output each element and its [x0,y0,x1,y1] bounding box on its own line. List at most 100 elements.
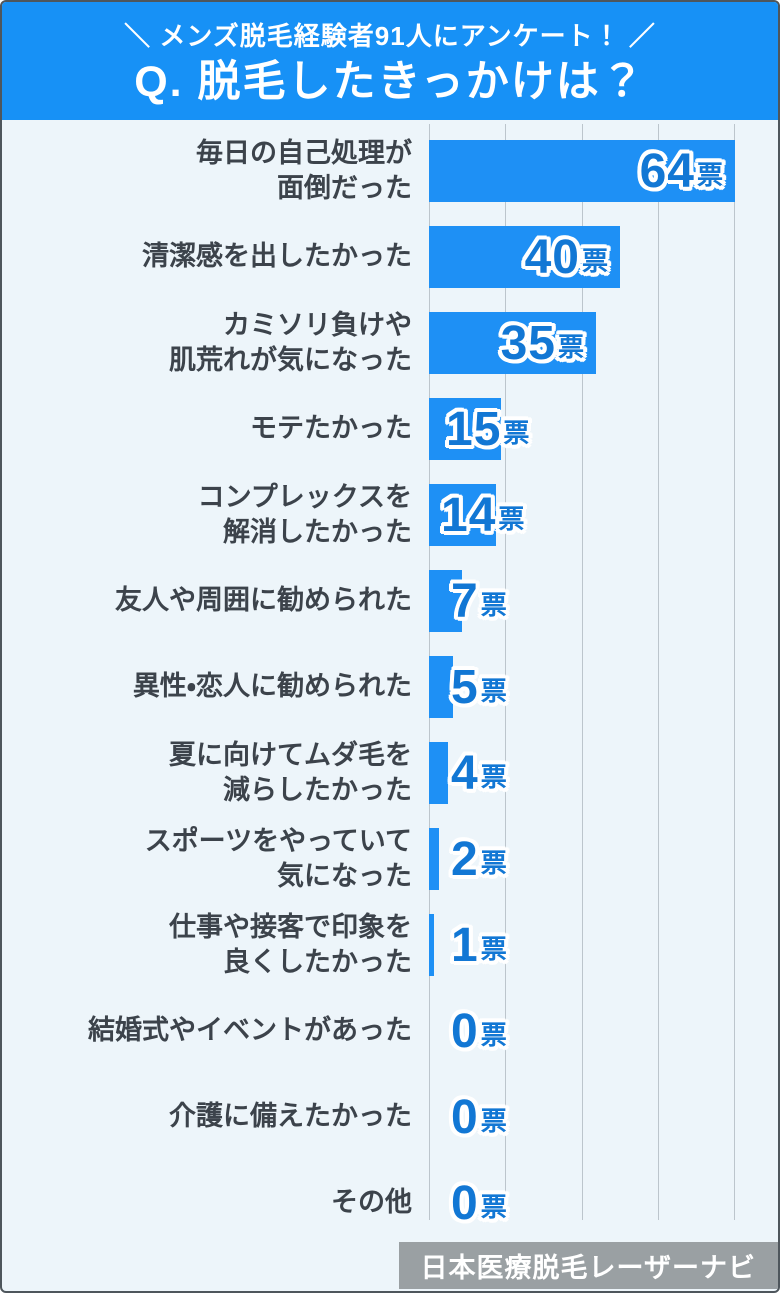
category-label: その他 [331,1187,412,1218]
header-tagline: ＼ メンズ脱毛経験者91人にアンケート！ ／ [124,21,656,51]
bar [429,312,596,374]
header-banner: ＼ メンズ脱毛経験者91人にアンケート！ ／ Q. 脱毛したきっかけは？ [2,2,778,120]
page-title: Q. 脱毛したきっかけは？ [134,58,646,106]
bar-area: 40 票 [429,214,735,300]
bar [429,570,462,632]
value-number: 35 [500,316,556,370]
source-badge: 日本医療脱毛レーザーナビ [398,1242,778,1289]
value-number: 5 [451,660,479,714]
category-label: 毎日の自己処理が 面倒だった [196,137,412,203]
value-label: 14 票 [441,472,524,558]
bar [429,226,620,288]
gridline [505,124,506,1220]
bar-area: 35 票 [429,300,735,386]
value-label: 35 票 [501,300,584,386]
chart-rows: 毎日の自己処理が 面倒だった 64 票 清潔感を出したかった 40 票 カミソリ負け… [2,120,778,1246]
value-number: 0 [451,1004,479,1058]
value-unit: 票 [696,159,723,190]
value-unit: 票 [581,245,608,276]
value-number: 1 [451,918,479,972]
category-label: 友人や周囲に勧められた [115,585,412,616]
bar [429,656,453,718]
value-label: 64 票 [640,128,723,214]
value-number: 40 [524,230,580,284]
value-unit: 票 [480,1019,507,1050]
chart-row: カミソリ負けや 肌荒れが気になった 35 票 [2,300,778,386]
bar-area: 14 票 [429,472,735,558]
category-label: 介護に備えたかった [169,1101,412,1132]
value-unit: 票 [480,1191,507,1222]
bar [429,828,439,890]
value-number: 0 [451,1090,479,1144]
bar [429,140,735,202]
value-label: 15 票 [446,386,529,472]
value-unit: 票 [480,1105,507,1136]
value-label: 40 票 [525,214,608,300]
value-unit: 票 [480,589,507,620]
bar [429,398,501,460]
category-label: コンプレックスを 解消したかった [197,481,412,547]
category-label: カミソリ負けや 肌荒れが気になった [169,309,412,375]
value-number: 7 [451,574,479,628]
category-label: モテたかった [250,413,412,444]
bar [429,914,434,976]
chart-row: 毎日の自己処理が 面倒だった 64 票 [2,128,778,214]
value-unit: 票 [480,847,507,878]
value-unit: 票 [503,417,530,448]
bar [429,742,448,804]
value-number: 4 [451,746,479,800]
value-number: 0 [451,1176,479,1230]
value-unit: 票 [498,503,525,534]
chart-row: 清潔感を出したかった 40 票 [2,214,778,300]
value-unit: 票 [480,761,507,792]
source-label: 日本医療脱毛レーザーナビ [420,1253,756,1283]
category-label: 仕事や接客で印象を 良くしたかった [169,911,412,977]
gridline [582,124,583,1220]
chart-row: コンプレックスを 解消したかった 14 票 [2,472,778,558]
chart-row: モテたかった 15 票 [2,386,778,472]
value-unit: 票 [480,675,507,706]
gridline [734,124,735,1220]
category-label: 結婚式やイベントがあった [88,1015,412,1046]
category-label: 清潔感を出したかった [142,241,412,272]
value-number: 15 [446,402,502,456]
bar [429,484,496,546]
bar-chart: 毎日の自己処理が 面倒だった 64 票 清潔感を出したかった 40 票 カミソリ負け… [2,120,778,1246]
gridline [658,124,659,1220]
category-label: 異性・恋人に勧められた [132,671,412,702]
category-label: 夏に向けてムダ毛を 減らしたかった [169,739,412,805]
value-unit: 票 [557,331,584,362]
bar-area: 64 票 [429,128,735,214]
category-label: スポーツをやっていて 気になった [144,825,412,891]
value-number: 2 [451,832,479,886]
value-number: 14 [441,488,497,542]
value-unit: 票 [480,933,507,964]
value-number: 64 [639,144,695,198]
bar-area: 15 票 [429,386,735,472]
